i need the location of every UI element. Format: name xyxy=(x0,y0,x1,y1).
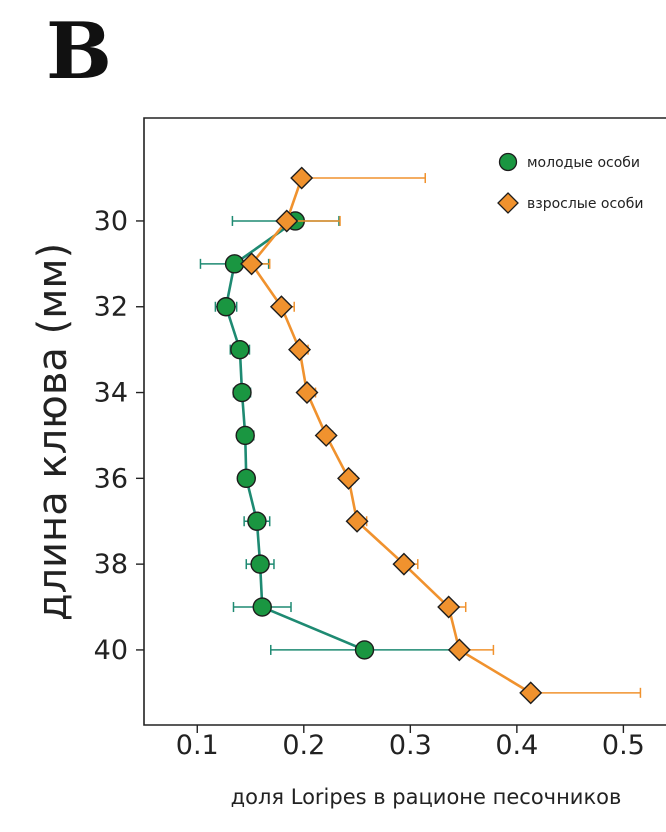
plot-frame xyxy=(143,117,666,726)
x-tick-label: 0.1 xyxy=(176,730,219,761)
data-point xyxy=(236,468,256,489)
y-tick-label: 32 xyxy=(94,292,128,323)
x-tick-label: 0.4 xyxy=(495,730,538,761)
data-point xyxy=(447,638,471,662)
data-point xyxy=(288,338,312,362)
y-axis-title: длина клюва (мм) xyxy=(30,243,76,621)
data-point xyxy=(247,511,267,531)
data-point xyxy=(269,295,293,319)
data-point xyxy=(275,209,299,233)
y-tick-label: 34 xyxy=(94,378,128,409)
data-point xyxy=(290,166,314,190)
legend-label: молодые особи xyxy=(527,155,640,171)
x-tick-label: 0.3 xyxy=(389,730,432,761)
data-point xyxy=(519,681,543,705)
data-point xyxy=(216,297,236,317)
series-adults xyxy=(240,166,642,705)
legend-label: взрослые особи xyxy=(527,196,643,212)
y-tick-label: 30 xyxy=(94,206,128,237)
data-point xyxy=(345,509,369,533)
data-point xyxy=(235,425,255,446)
data-point xyxy=(252,597,272,617)
series-line xyxy=(250,177,532,694)
data-point xyxy=(230,339,250,360)
plot-area: 30 32 34 36 38 40 0.1 0.2 0.3 0.4 0.5 xyxy=(94,117,666,761)
x-axis-title: доля Loripes в рационе песочников xyxy=(231,785,622,809)
panel-label: B xyxy=(46,6,112,97)
data-point xyxy=(250,554,270,574)
y-tick-label: 36 xyxy=(94,463,128,494)
y-tick-label: 40 xyxy=(94,635,128,666)
data-point xyxy=(337,466,361,490)
data-point xyxy=(354,640,375,660)
y-tick-label: 38 xyxy=(94,549,128,580)
data-point xyxy=(232,382,252,403)
data-point xyxy=(314,423,338,447)
data-point xyxy=(295,381,319,405)
x-tick-label: 0.5 xyxy=(602,730,645,761)
x-tick-label: 0.2 xyxy=(282,730,325,761)
data-point xyxy=(437,595,461,619)
legend: молодые особи взрослые особи xyxy=(497,152,643,214)
data-point xyxy=(240,252,264,276)
legend-marker xyxy=(498,152,518,172)
data-point xyxy=(392,552,416,576)
legend-marker xyxy=(497,192,519,214)
